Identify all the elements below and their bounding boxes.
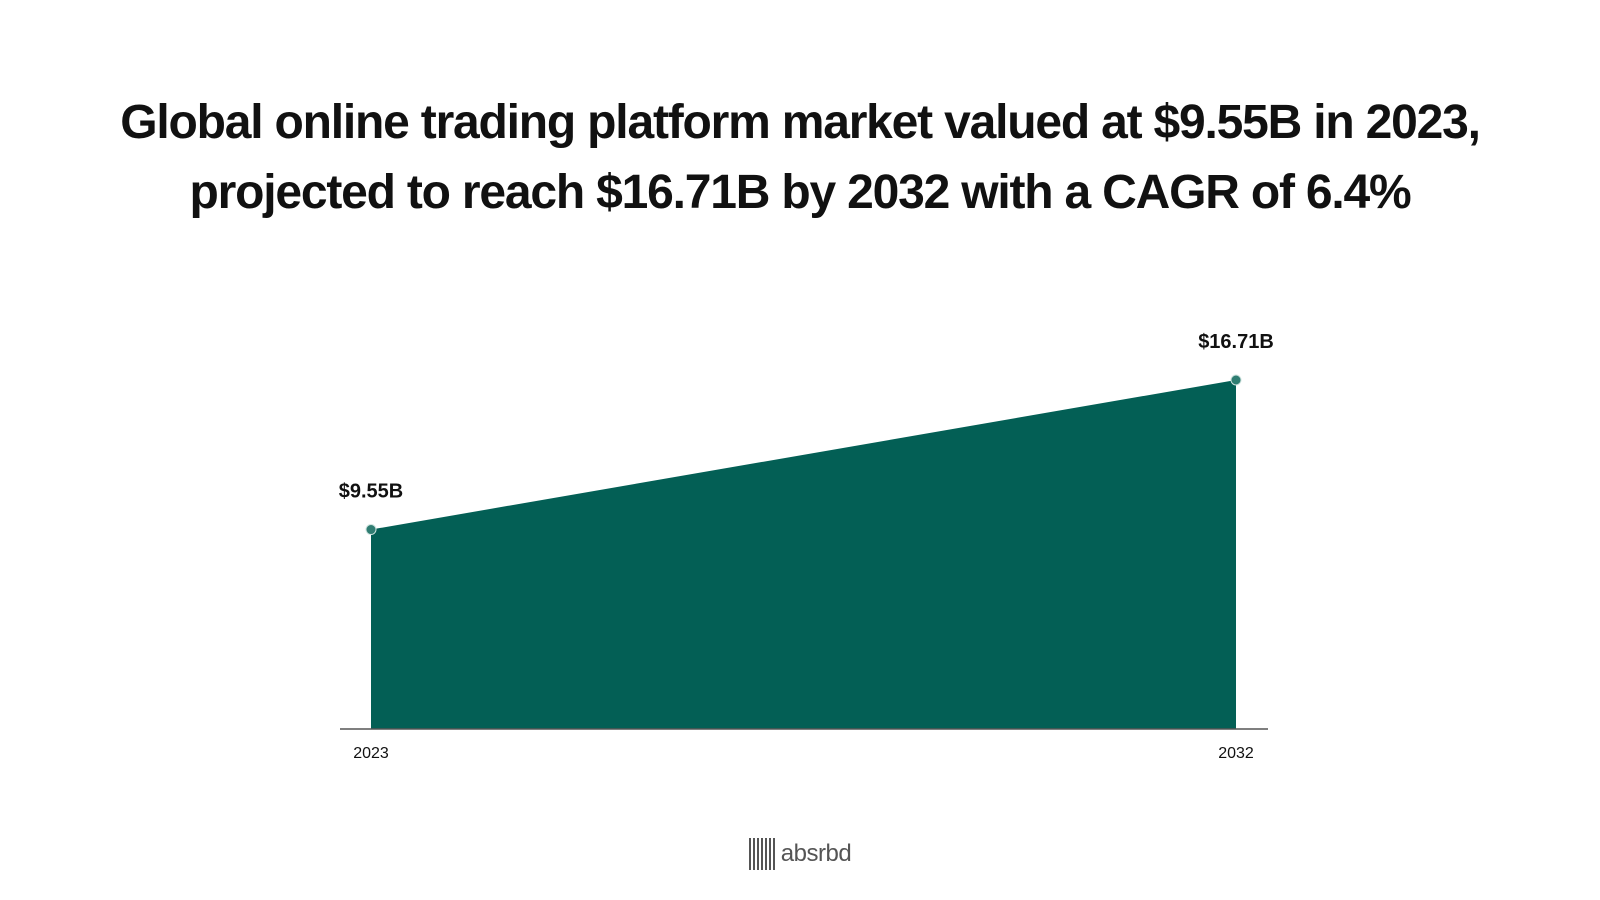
data-point-2032: [1230, 374, 1242, 386]
x-tick-label-2023: 2023: [353, 745, 389, 762]
data-point-2023: [365, 524, 377, 536]
x-tick-label-2032: 2032: [1218, 745, 1254, 762]
brand-logo: absrbd: [0, 838, 1600, 870]
brand-name: absrbd: [780, 840, 852, 867]
barcode-logo-icon: [748, 838, 775, 870]
area-fill: [371, 380, 1236, 729]
data-label-2023: $9.55B: [339, 481, 404, 503]
chart-title: Global online trading platform market va…: [120, 96, 1481, 219]
data-label-2032: $16.71B: [1198, 331, 1274, 353]
